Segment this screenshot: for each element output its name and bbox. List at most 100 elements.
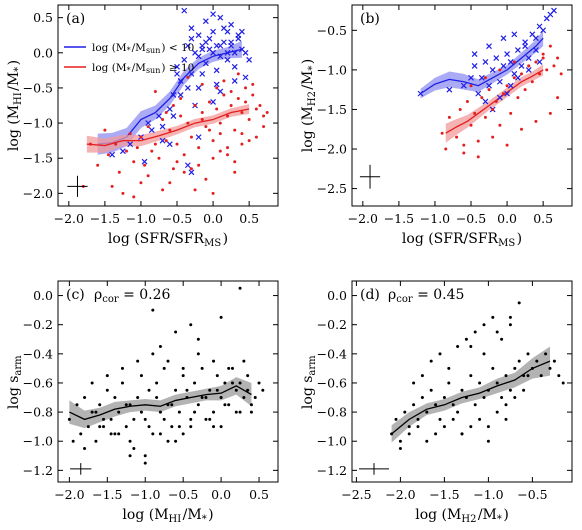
data-point xyxy=(195,134,202,141)
data-point xyxy=(469,345,473,349)
data-point xyxy=(151,432,155,436)
data-point xyxy=(483,115,487,119)
data-point xyxy=(478,381,482,385)
y-tick-label: −2.5 xyxy=(317,181,347,196)
data-point xyxy=(249,403,253,407)
data-point xyxy=(204,177,208,181)
data-point xyxy=(83,396,87,400)
data-point xyxy=(117,170,121,174)
data-point xyxy=(403,410,407,414)
data-point xyxy=(495,330,499,334)
data-point xyxy=(498,123,502,127)
data-point xyxy=(189,323,193,327)
data-point xyxy=(114,142,118,146)
y-tick-label: −1.2 xyxy=(23,463,53,478)
data-point xyxy=(518,63,525,69)
data-point xyxy=(189,135,193,139)
data-point xyxy=(155,396,159,400)
data-point xyxy=(447,115,451,119)
data-point xyxy=(230,366,234,370)
data-point xyxy=(500,337,504,341)
data-point xyxy=(442,396,446,400)
data-point xyxy=(211,191,215,195)
x-tick-label: −2.0 xyxy=(54,487,84,502)
data-point xyxy=(486,388,490,392)
data-point xyxy=(71,439,75,443)
x-tick-label: 0.0 xyxy=(203,211,223,226)
data-point xyxy=(166,439,170,443)
data-point xyxy=(181,56,188,63)
data-point xyxy=(193,104,197,107)
data-point xyxy=(161,188,165,192)
data-point xyxy=(475,90,482,97)
data-point xyxy=(170,403,174,407)
data-point xyxy=(254,107,258,111)
data-point xyxy=(94,410,98,414)
error-bar xyxy=(359,164,381,189)
y-tick-label: −0.8 xyxy=(23,405,53,420)
data-point xyxy=(196,403,200,407)
data-point xyxy=(217,42,224,49)
data-point xyxy=(164,139,168,143)
data-point xyxy=(210,99,217,105)
data-point xyxy=(425,439,429,443)
data-point xyxy=(246,388,250,392)
data-point xyxy=(117,410,121,414)
data-point xyxy=(170,92,177,98)
data-point xyxy=(464,337,468,341)
y-tick-label: −0.6 xyxy=(23,375,53,390)
error-bar xyxy=(67,175,88,197)
y-tick-label: −0.2 xyxy=(23,317,53,332)
data-point xyxy=(473,330,477,334)
data-point xyxy=(166,106,173,112)
data-point xyxy=(511,31,518,38)
data-point xyxy=(98,425,102,429)
data-point xyxy=(75,403,79,407)
data-point xyxy=(458,107,462,111)
data-point xyxy=(469,84,473,88)
data-point xyxy=(228,21,235,28)
data-point xyxy=(509,111,513,115)
data-point xyxy=(102,417,106,421)
data-point xyxy=(244,86,248,90)
x-tick-label: −1.5 xyxy=(90,211,120,226)
data-point xyxy=(416,425,420,429)
data-point xyxy=(398,439,402,443)
data-point xyxy=(447,366,451,370)
x-tick-label: −1.0 xyxy=(473,487,503,502)
data-point xyxy=(151,308,155,312)
y-tick-label: −0.8 xyxy=(317,405,347,420)
data-point xyxy=(215,388,219,392)
data-point xyxy=(486,425,490,429)
data-point xyxy=(128,454,132,458)
data-point xyxy=(227,366,231,370)
data-point xyxy=(496,78,503,85)
data-point xyxy=(236,96,240,100)
error-bar xyxy=(70,463,92,475)
data-point xyxy=(220,25,227,32)
x-tick-label: −1.0 xyxy=(420,211,450,226)
data-point xyxy=(146,125,150,129)
data-point xyxy=(127,141,134,148)
x-tick-label: −2.0 xyxy=(385,487,415,502)
data-point xyxy=(551,7,557,14)
data-point xyxy=(486,439,490,443)
data-point xyxy=(476,155,480,159)
axes-frame xyxy=(351,280,573,483)
panel-d: −2.5 −2.0 −1.5 −1.0 −0.5 −1.2 −1.0 −0.8 −0.6 −0.4… xyxy=(300,280,573,525)
data-point xyxy=(174,70,180,77)
data-point xyxy=(476,139,480,143)
data-point xyxy=(451,417,455,421)
y-tick-label: −0.6 xyxy=(317,375,347,390)
data-point xyxy=(541,52,545,56)
data-point xyxy=(451,403,455,407)
data-point xyxy=(222,93,226,97)
data-point xyxy=(162,366,166,370)
data-point xyxy=(219,396,223,400)
y-axis-label: log (MH2 /M* ) xyxy=(300,59,318,153)
data-point xyxy=(182,170,186,174)
data-point xyxy=(262,114,266,118)
data-point xyxy=(124,403,128,407)
y-tick-label: −1.0 xyxy=(317,62,347,77)
y-tick-label: −0.5 xyxy=(317,23,347,38)
